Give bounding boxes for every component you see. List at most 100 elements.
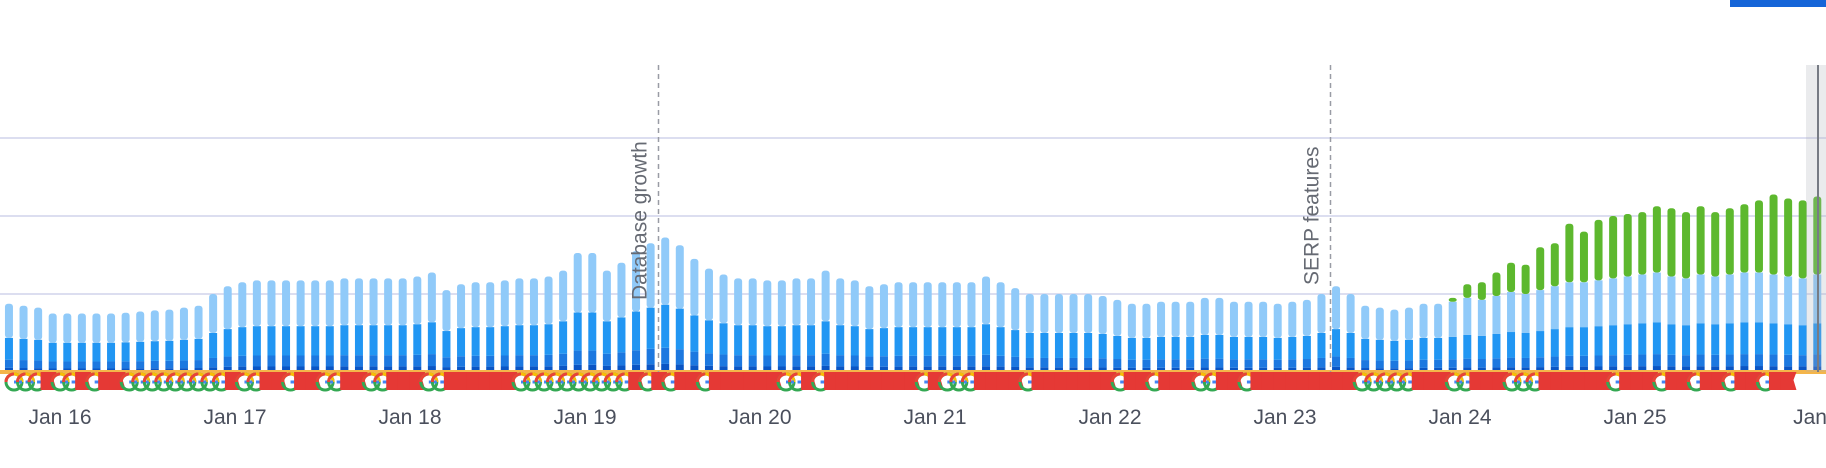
bar-66-segment-1 bbox=[967, 355, 976, 367]
bar-30-segment-2 bbox=[442, 331, 451, 358]
google-icon-red-88 bbox=[1018, 372, 1029, 383]
bar-73 bbox=[1069, 294, 1078, 372]
bar-123 bbox=[1798, 200, 1807, 372]
bar-12-segment-1 bbox=[179, 360, 188, 369]
bar-73-segment-2 bbox=[1069, 333, 1078, 358]
bar-19-segment-0 bbox=[282, 366, 291, 372]
bar-85-segment-3 bbox=[1244, 301, 1253, 337]
bar-69-segment-1 bbox=[1011, 356, 1020, 367]
bar-117-segment-3 bbox=[1711, 276, 1720, 325]
bar-114-segment-1 bbox=[1667, 354, 1676, 367]
bar-107-segment-0 bbox=[1565, 366, 1574, 372]
bar-96 bbox=[1404, 307, 1413, 372]
bar-52-segment-1 bbox=[763, 355, 772, 367]
bar-73-segment-1 bbox=[1069, 357, 1078, 368]
bar-58-segment-3 bbox=[850, 280, 859, 327]
bar-42-segment-1 bbox=[617, 352, 626, 366]
bar-57 bbox=[836, 278, 845, 372]
bar-81-segment-1 bbox=[1186, 359, 1195, 368]
bar-90-segment-2 bbox=[1317, 333, 1326, 358]
bar-27-segment-1 bbox=[398, 355, 407, 367]
google-icon-red-18 bbox=[211, 372, 222, 383]
bar-20-segment-2 bbox=[296, 326, 305, 356]
bar-15 bbox=[223, 286, 232, 372]
bar-92-segment-0 bbox=[1346, 367, 1355, 372]
bar-83 bbox=[1215, 297, 1224, 372]
bar-32 bbox=[471, 282, 480, 372]
google-icon-red-79 bbox=[914, 372, 925, 383]
bar-87-segment-0 bbox=[1273, 367, 1282, 372]
bar-4-segment-2 bbox=[63, 342, 72, 362]
bar-93-segment-3 bbox=[1361, 305, 1370, 339]
google-icon-red-81 bbox=[937, 372, 948, 383]
bar-46-segment-1 bbox=[675, 349, 684, 365]
bar-102-segment-0 bbox=[1492, 367, 1501, 372]
bar-49-segment-3 bbox=[719, 274, 728, 324]
bar-19-segment-2 bbox=[282, 326, 291, 356]
bar-31-segment-0 bbox=[457, 366, 466, 372]
bar-64-segment-3 bbox=[938, 282, 947, 328]
bar-110-segment-2 bbox=[1609, 325, 1618, 356]
bar-51-segment-2 bbox=[748, 325, 757, 356]
bar-118-segment-1 bbox=[1725, 354, 1734, 367]
bar-77 bbox=[1127, 303, 1136, 372]
bar-20-segment-1 bbox=[296, 355, 305, 367]
bar-77-segment-0 bbox=[1127, 367, 1136, 372]
bar-113-segment-3 bbox=[1652, 272, 1661, 323]
bar-37 bbox=[544, 276, 553, 372]
bar-0-segment-1 bbox=[4, 359, 13, 368]
bar-13-segment-2 bbox=[194, 338, 203, 361]
bar-55-segment-1 bbox=[807, 355, 816, 367]
bar-74-segment-2 bbox=[1084, 333, 1093, 358]
google-icon-red-45 bbox=[523, 372, 533, 383]
bar-122-segment-2 bbox=[1784, 324, 1793, 355]
bar-6-segment-3 bbox=[92, 313, 101, 343]
bar-70 bbox=[1025, 294, 1034, 372]
bar-111-segment-2 bbox=[1623, 324, 1632, 355]
bar-117-segment-1 bbox=[1711, 354, 1720, 367]
bar-55 bbox=[807, 278, 816, 372]
bar-17-segment-2 bbox=[252, 326, 261, 356]
bar-41-segment-1 bbox=[602, 353, 611, 366]
x-tick-label-3: Jan 19 bbox=[553, 406, 616, 429]
bar-14 bbox=[209, 294, 218, 372]
x-tick-label-6: Jan 22 bbox=[1078, 406, 1141, 429]
bar-12 bbox=[179, 307, 188, 372]
bar-26-segment-0 bbox=[384, 366, 393, 372]
bar-15-segment-2 bbox=[223, 329, 232, 357]
bar-17-segment-1 bbox=[252, 355, 261, 367]
bar-72-segment-3 bbox=[1054, 294, 1063, 333]
bar-97-segment-0 bbox=[1419, 367, 1428, 372]
annotation-label-1: SERP features bbox=[1301, 146, 1324, 285]
x-tick-label-10: Jan bbox=[1793, 406, 1826, 429]
bar-57-segment-0 bbox=[836, 366, 845, 372]
bar-104-segment-2 bbox=[1521, 333, 1530, 358]
bar-71-segment-0 bbox=[1040, 367, 1049, 372]
bar-42-segment-3 bbox=[617, 262, 626, 318]
bar-59-segment-2 bbox=[865, 329, 874, 357]
bar-1 bbox=[19, 305, 28, 372]
bar-119-segment-3 bbox=[1740, 272, 1749, 323]
bar-120 bbox=[1754, 200, 1763, 372]
x-tick-label-1: Jan 17 bbox=[203, 406, 266, 429]
bar-76-segment-1 bbox=[1113, 359, 1122, 368]
bar-115-segment-0 bbox=[1682, 366, 1691, 372]
bar-34 bbox=[500, 280, 509, 372]
bar-24 bbox=[354, 278, 363, 372]
bar-63-segment-2 bbox=[923, 327, 932, 356]
bar-60-segment-2 bbox=[879, 328, 888, 357]
google-icon-red-2 bbox=[27, 372, 38, 383]
bar-72-segment-1 bbox=[1054, 357, 1063, 368]
bar-84-segment-3 bbox=[1229, 301, 1238, 337]
bar-94-segment-3 bbox=[1375, 307, 1384, 340]
bar-91-segment-2 bbox=[1332, 329, 1341, 357]
bar-3-segment-2 bbox=[48, 342, 57, 362]
bar-118-segment-2 bbox=[1725, 323, 1734, 355]
bar-96-segment-2 bbox=[1404, 339, 1413, 361]
bar-67-segment-1 bbox=[982, 354, 991, 367]
bar-43-segment-3 bbox=[632, 251, 641, 312]
bar-89-segment-1 bbox=[1302, 359, 1311, 368]
bar-119-segment-0 bbox=[1740, 366, 1749, 372]
bar-22-segment-2 bbox=[325, 326, 334, 356]
